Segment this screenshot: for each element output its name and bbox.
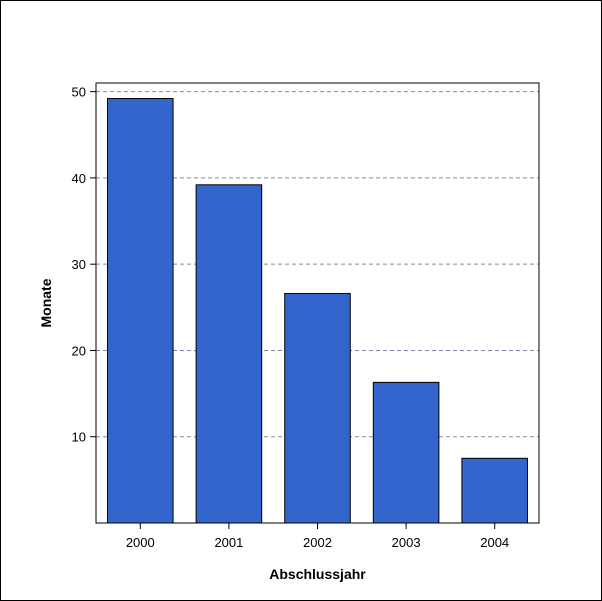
bar-2000	[107, 98, 174, 524]
x-tick-label-2003: 2003	[392, 535, 421, 550]
y-tick-label-50: 50	[72, 85, 86, 100]
x-tick-label-2002: 2002	[303, 535, 332, 550]
bar-2004	[461, 457, 528, 524]
x-tick-label-2000: 2000	[126, 535, 155, 550]
x-tick-label-2001: 2001	[214, 535, 243, 550]
y-tick-label-10: 10	[72, 430, 86, 445]
y-axis-title: Monate	[38, 278, 54, 327]
y-tick-label-30: 30	[72, 257, 86, 272]
bar-2001	[195, 184, 263, 524]
x-axis-ticks: 2000 2001 2002 2003 2004	[126, 523, 509, 550]
y-tick-label-20: 20	[72, 343, 86, 358]
bar-2002	[284, 293, 351, 524]
bars	[107, 98, 528, 524]
x-axis-title: Abschlussjahr	[269, 566, 366, 582]
y-tick-label-40: 40	[72, 171, 86, 186]
bar-2003	[372, 381, 440, 524]
x-tick-label-2004: 2004	[480, 535, 509, 550]
y-axis-ticks: 10 20 30 40 50	[72, 85, 96, 445]
